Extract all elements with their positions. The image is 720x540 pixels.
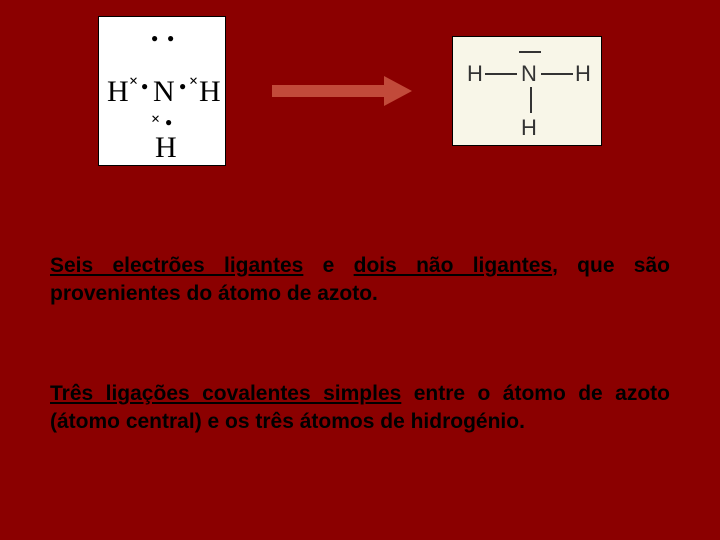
bond-cross-icon <box>151 111 160 129</box>
atom-H-bottom: H <box>155 131 177 165</box>
paragraph-1: Seis electrões ligantes e dois não ligan… <box>50 252 670 309</box>
atom-H-right: H <box>199 75 221 109</box>
lone-pair-dot-icon <box>151 29 158 47</box>
lewis-dot-cross-diagram: H N H H <box>98 16 226 166</box>
atom-N-center: N <box>521 61 537 87</box>
p1-underline-1: Seis electrões ligantes <box>50 254 303 277</box>
bond-line-icon <box>485 73 517 75</box>
lone-pair-bar-icon <box>519 51 541 53</box>
atom-H-left: H <box>107 75 129 109</box>
atom-H-left: H <box>467 61 483 87</box>
bond-dot-icon <box>141 77 148 95</box>
bond-line-icon <box>541 73 573 75</box>
p2-underline-1: Três ligações covalentes simples <box>50 382 401 405</box>
arrow-right-icon <box>272 76 412 106</box>
bond-line-icon <box>530 87 532 113</box>
atom-N-center: N <box>153 75 175 109</box>
diagram-row: H N H H H N H H <box>0 16 720 176</box>
paragraph-2: Três ligações covalentes simples entre o… <box>50 380 670 437</box>
line-structure-diagram: H N H H <box>452 36 602 146</box>
p1-text-b: e <box>303 254 353 277</box>
lone-pair-dot-icon <box>167 29 174 47</box>
p1-underline-2: dois não ligantes <box>354 254 552 277</box>
bond-dot-icon <box>179 77 186 95</box>
atom-H-right: H <box>575 61 591 87</box>
bond-cross-icon <box>129 73 138 91</box>
bond-dot-icon <box>165 113 172 131</box>
bond-cross-icon <box>189 73 198 91</box>
atom-H-bottom: H <box>521 115 537 141</box>
